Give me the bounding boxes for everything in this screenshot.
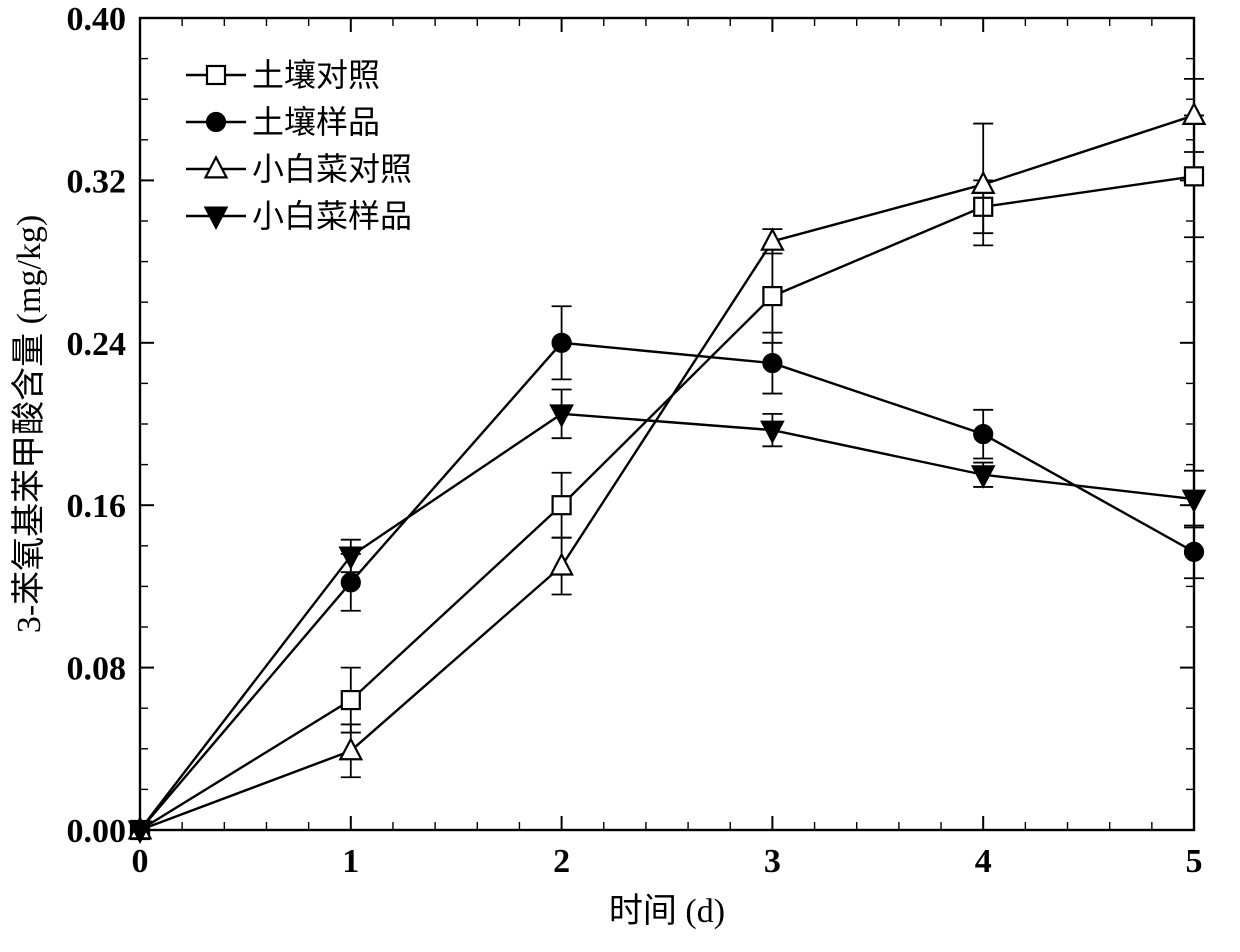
y-tick-label: 0.08: [67, 651, 127, 688]
legend-label: 小白菜样品: [252, 198, 412, 234]
y-axis-label: 3-苯氧基苯甲酸含量 (mg/kg): [10, 215, 48, 633]
figure: 0 1 2 3 4 5 0.00 0.08 0.16 0.24 0.32 0.40 时间 (d) 3-苯氧…: [0, 0, 1240, 952]
x-tick-label: 2: [553, 843, 570, 880]
line-chart: 0 1 2 3 4 5 0.00 0.08 0.16 0.24 0.32 0.40 时间 (d) 3-苯氧…: [0, 0, 1240, 952]
y-tick-label: 0.40: [67, 1, 127, 38]
x-tick-label: 4: [975, 843, 992, 880]
legend-label: 土壤样品: [252, 104, 380, 140]
x-tick-label: 1: [342, 843, 359, 880]
legend-label: 土壤对照: [252, 57, 380, 93]
y-tick-label: 0.24: [67, 326, 127, 363]
legend-label: 小白菜对照: [252, 151, 412, 187]
x-axis-label: 时间 (d): [609, 893, 725, 930]
y-tick-label: 0.00: [67, 813, 127, 850]
y-tick-label: 0.16: [67, 488, 127, 525]
x-tick-label: 0: [132, 843, 149, 880]
y-tick-label: 0.32: [67, 163, 127, 200]
x-tick-label: 5: [1186, 843, 1203, 880]
x-tick-label: 3: [764, 843, 781, 880]
